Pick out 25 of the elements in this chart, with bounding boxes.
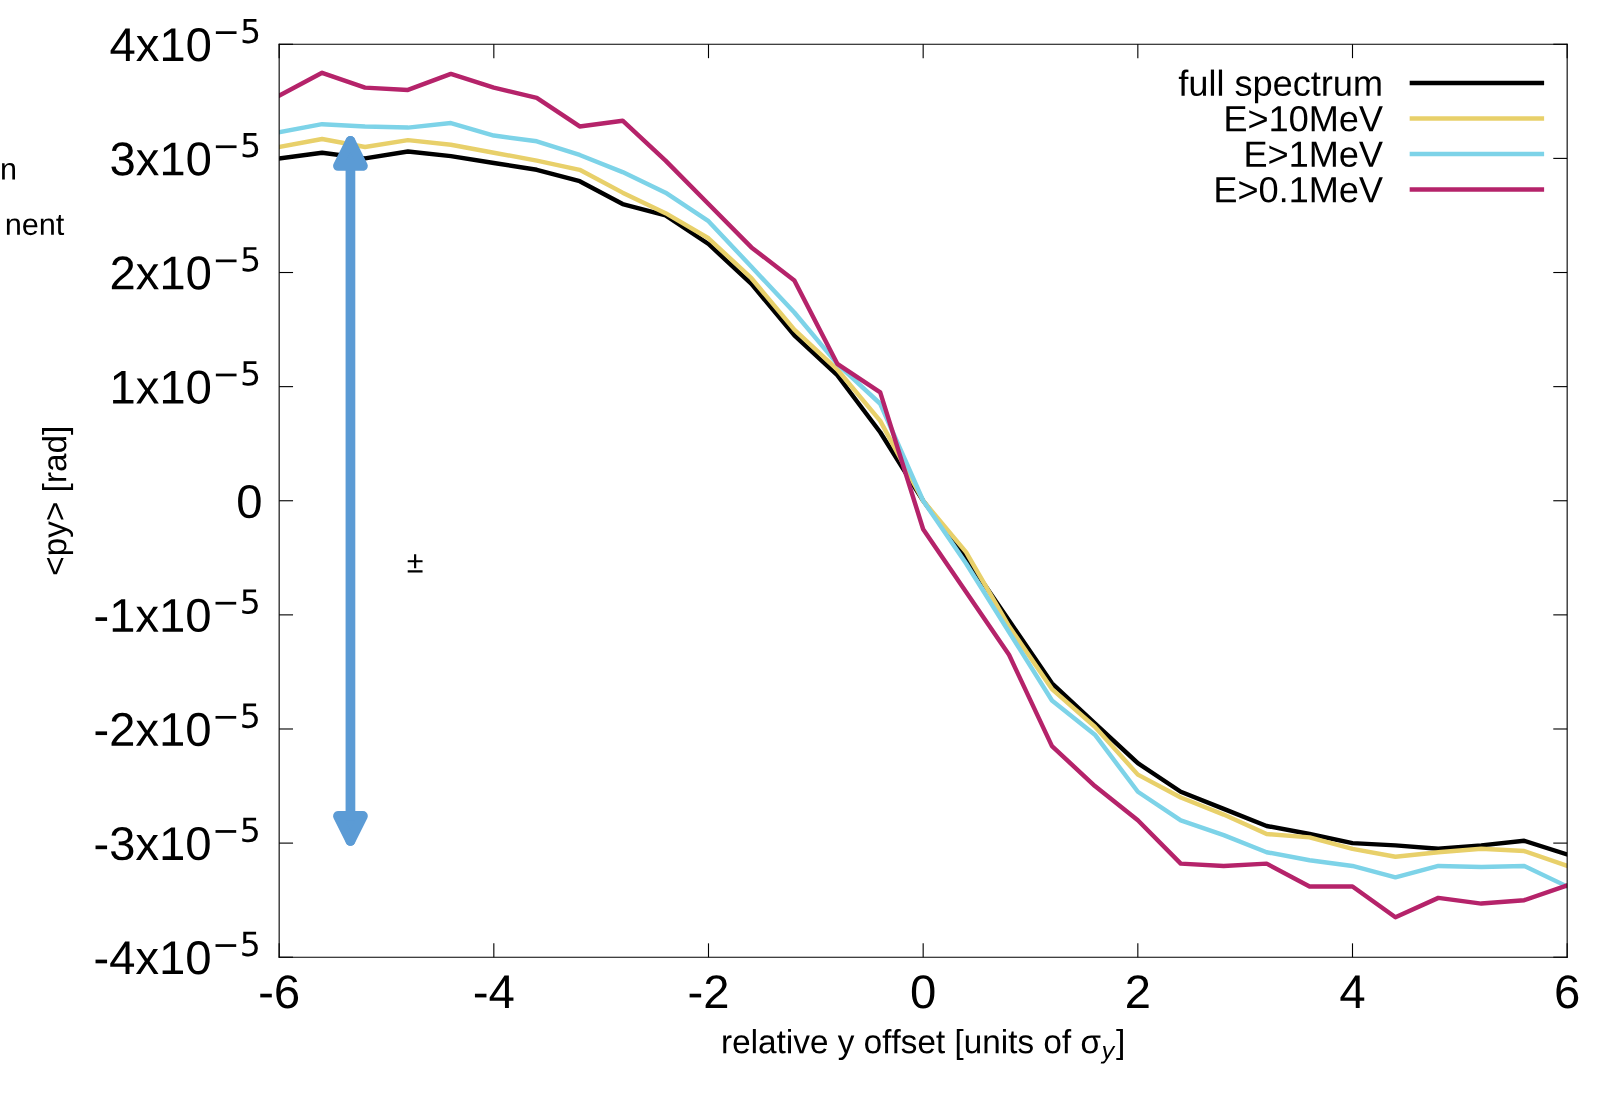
x-tick-label: 4 — [1340, 975, 1365, 1009]
x-tick-label: 6 — [1556, 975, 1579, 1009]
x-tick-label: 2 — [1127, 975, 1149, 1009]
y-tick-label: 4x10$^{−5}$ — [110, 18, 259, 62]
annotation: ± — [407, 554, 423, 573]
y-tick-label: 1x10$^{−5}$ — [113, 361, 259, 404]
x-tick-label: -4 — [474, 975, 514, 1009]
x-tick-label: -6 — [260, 975, 299, 1009]
y-tick-label: 0 — [238, 484, 261, 519]
y-tick-label: -3x10$^{−5}$ — [95, 817, 258, 861]
y-tick-label: -2x10$^{−5}$ — [95, 703, 258, 747]
y-tick-label: 3x10$^{−5}$ — [111, 133, 259, 176]
x-axis-title: relative y offset [units of σ$_{y}$] — [723, 1029, 1123, 1064]
y-tick-label: -4x10$^{−5}$ — [95, 931, 258, 975]
y-tick-label: 2x10$^{−5}$ — [111, 247, 259, 290]
legend-label: E>10MeV — [1226, 105, 1383, 132]
legend-label: full spectrum — [1178, 69, 1381, 104]
legend-label: E>0.1MeV — [1216, 176, 1383, 203]
x-tick-label: -2 — [689, 975, 728, 1009]
text: nent — [6, 215, 65, 236]
y-tick-label: -1x10$^{−5}$ — [95, 589, 258, 633]
text: n — [2, 163, 16, 180]
y-axis-title: <py> [rad] — [42, 428, 74, 575]
legend-label: E>1MeV — [1246, 141, 1383, 168]
x-tick-label: 0 — [911, 975, 935, 1009]
